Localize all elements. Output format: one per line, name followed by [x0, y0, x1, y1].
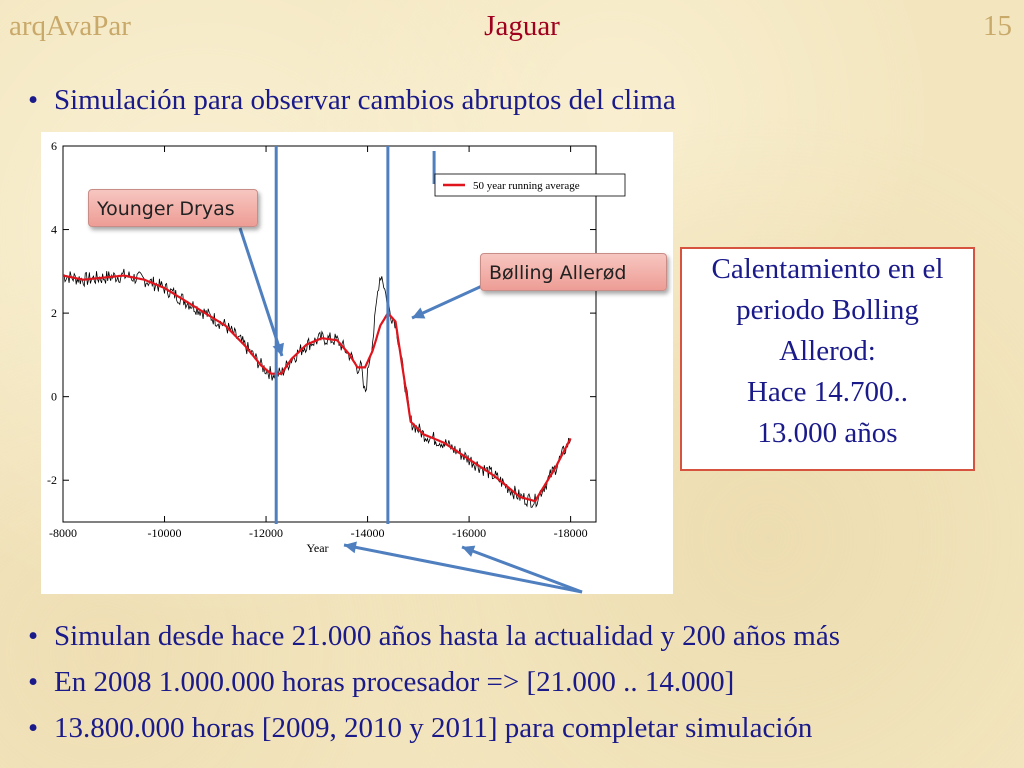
bullet-simulation-span: • Simulan desde hace 21.000 años hasta la…	[28, 622, 840, 651]
y-tick-label: 4	[51, 223, 57, 237]
bullet-marker: •	[28, 712, 39, 744]
bullet-processor-hours-2008: • En 2008 1.000.000 horas procesador => […	[28, 668, 734, 697]
y-tick-label: 2	[51, 306, 57, 320]
x-tick-label: -8000	[49, 526, 77, 540]
y-tick-label: 6	[51, 139, 57, 153]
x-tick-label: -12000	[249, 526, 283, 540]
legend-box	[434, 173, 626, 197]
x-tick-label: -18000	[554, 526, 588, 540]
bullet-processor-hours-total: • 13.800.000 horas [2009, 2010 y 2011] pa…	[28, 714, 812, 743]
bullet-text: Simulación para observar cambios abrupto…	[54, 84, 676, 116]
plot-frame	[62, 145, 597, 523]
bullet-text: Simulan desde hace 21.000 años hasta la …	[54, 620, 841, 652]
info-line: periodo Bolling	[736, 294, 919, 326]
x-tick-label: -14000	[351, 526, 385, 540]
info-line: Allerod:	[779, 335, 876, 367]
x-tick-label: -16000	[452, 526, 486, 540]
bullet-text: 13.800.000 horas [2009, 2010 y 2011] par…	[54, 712, 813, 744]
x-tick-label: -10000	[148, 526, 182, 540]
info-box-warming: Calentamiento en el periodo Bolling Alle…	[680, 247, 975, 471]
legend-label: 50 year running average	[473, 180, 580, 192]
info-line: Calentamiento en el	[711, 253, 944, 285]
bullet-text: En 2008 1.000.000 horas procesador => [2…	[54, 666, 735, 698]
header-left-label: arqAvaPar	[9, 10, 131, 42]
info-line: 13.000 años	[757, 417, 898, 449]
bullet-marker: •	[28, 620, 39, 652]
callout-younger-dryas: Younger Dryas	[88, 189, 258, 227]
slide-number: 15	[983, 10, 1012, 42]
raw-temperature-line	[62, 268, 571, 508]
slide-title: Jaguar	[484, 10, 560, 42]
x-axis-label: Year	[306, 541, 328, 555]
y-tick-label: 0	[51, 390, 57, 404]
bullet-marker: •	[28, 84, 39, 116]
bullet-simulation: • Simulación para observar cambios abrupt…	[28, 86, 676, 115]
info-line: Hace 14.700..	[746, 376, 909, 408]
callout-bolling-allerod: Bølling Allerød	[480, 253, 667, 291]
bullet-marker: •	[28, 666, 39, 698]
y-tick-label: -2	[47, 473, 57, 487]
running-average-line	[62, 274, 572, 503]
